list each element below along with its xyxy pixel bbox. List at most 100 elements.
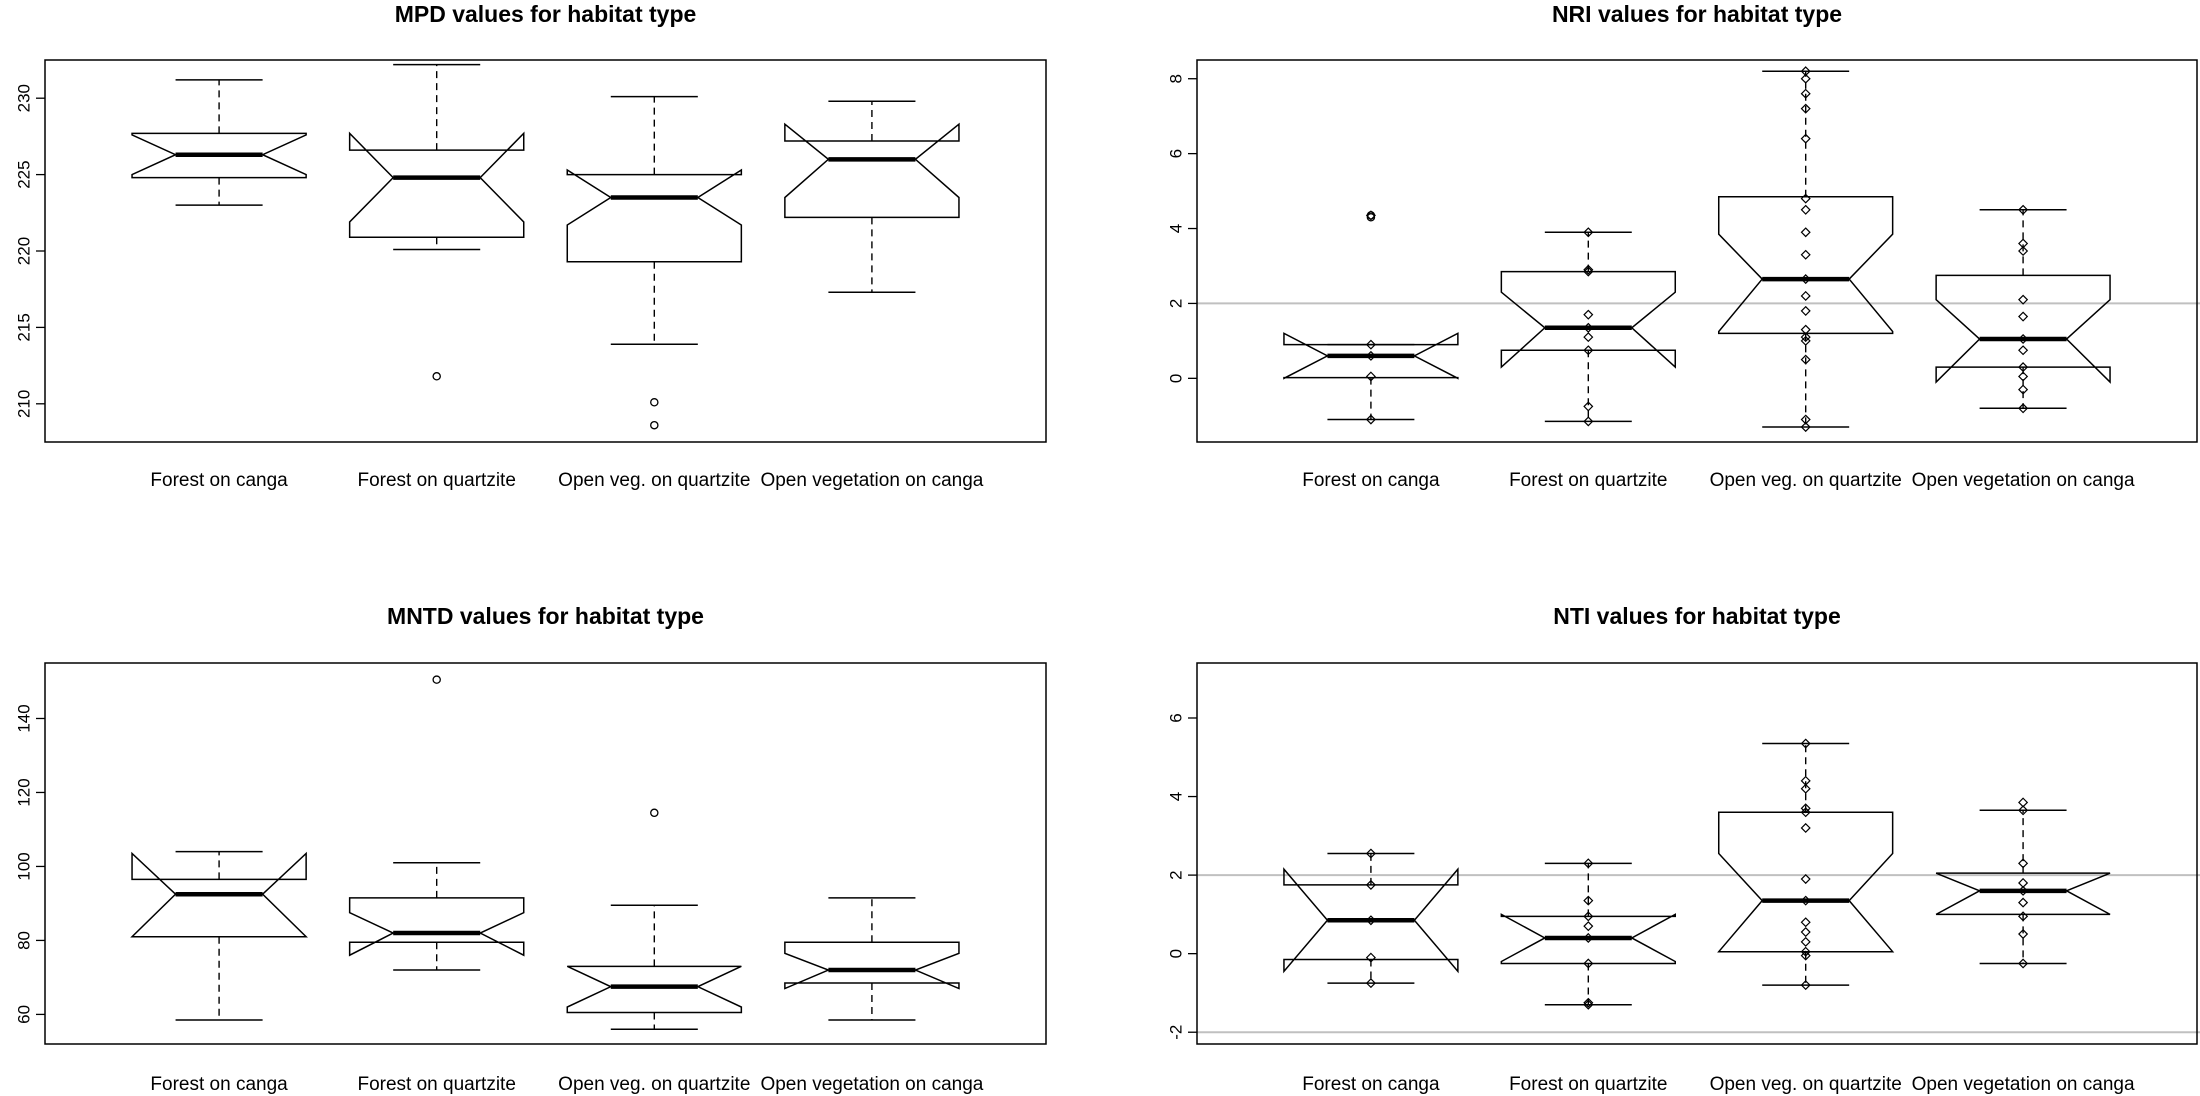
nti-category-label: Forest on canga xyxy=(1302,1074,1440,1095)
mpd-category-label: Forest on canga xyxy=(150,470,288,491)
nri-panel: NRI values for habitat type 0 2 4 6 8 Forest … xyxy=(1166,1,2200,491)
mpd-box xyxy=(784,122,960,219)
mpd-box xyxy=(131,132,307,179)
mntd-y-tick-label: 60 xyxy=(14,1005,33,1024)
nti-y-tick-label: 4 xyxy=(1166,792,1185,801)
nti-data-point xyxy=(2018,958,2029,969)
mntd-outlier-point xyxy=(432,675,441,684)
nti-data-point xyxy=(2018,805,2029,816)
nri-data-point xyxy=(2018,245,2029,257)
nti-data-point xyxy=(1365,879,1376,890)
nti-category-label: Forest on quartzite xyxy=(1509,1074,1667,1095)
mntd-category-label: Forest on quartzite xyxy=(357,1074,515,1095)
nti-data-point xyxy=(2018,797,2029,808)
nti-data-point xyxy=(1800,807,1811,818)
nti-data-point xyxy=(2018,928,2029,940)
mpd-y-tick-label: 210 xyxy=(14,390,33,418)
nti-data-point xyxy=(2018,885,2029,896)
nri-data-point xyxy=(1800,324,1811,335)
nti-data-point xyxy=(1800,950,1811,961)
nti-y-tick-label: 2 xyxy=(1166,870,1185,879)
nri-data-point xyxy=(2018,384,2029,395)
mntd-category-label: Open vegetation on canga xyxy=(760,1074,983,1095)
nri-data-point xyxy=(2018,311,2029,322)
nti-category-label: Open veg. on quartzite xyxy=(1710,1074,1902,1095)
nri-data-point xyxy=(1800,290,1811,301)
nti-y-tick-label: 0 xyxy=(1166,949,1185,958)
nti-data-point xyxy=(1583,921,1594,932)
nri-data-point xyxy=(1800,335,1811,346)
nti-data-point xyxy=(1800,738,1811,749)
nri-data-point xyxy=(1800,204,1811,215)
nri-data-point xyxy=(1365,414,1376,425)
nti-panel: NTI values for habitat type -2 0 2 4 6 Forest… xyxy=(1166,603,2200,1095)
nti-data-point xyxy=(2018,911,2029,922)
nri-data-point xyxy=(1800,66,1811,77)
nti-data-point xyxy=(2018,877,2029,889)
nti-data-point xyxy=(1800,873,1811,885)
nri-data-point xyxy=(2018,333,2029,345)
mpd-outlier-point xyxy=(650,398,659,407)
mntd-plot-frame xyxy=(44,662,1047,1045)
nti-box xyxy=(1500,913,1677,965)
nri-data-point xyxy=(1583,266,1594,277)
nti-data-point xyxy=(1365,952,1376,963)
nri-data-point xyxy=(1800,332,1811,343)
nri-data-point xyxy=(2018,294,2029,305)
mntd-y-tick-label: 140 xyxy=(14,704,33,732)
mpd-y-tick-label: 230 xyxy=(14,84,33,112)
nti-y-tick-label: 6 xyxy=(1166,713,1185,722)
mntd-box xyxy=(348,897,525,957)
nti-box xyxy=(1283,867,1459,974)
nti-data-point xyxy=(1800,783,1811,794)
nti-data-point xyxy=(1583,958,1594,969)
nri-data-point xyxy=(1800,88,1811,99)
nri-data-point xyxy=(1800,133,1811,144)
mpd-outlier-point xyxy=(432,372,441,381)
nri-category-label: Open veg. on quartzite xyxy=(1710,470,1902,491)
nri-y-tick-label: 8 xyxy=(1166,74,1185,83)
nri-data-point xyxy=(1365,350,1376,361)
nti-data-point xyxy=(1583,858,1594,869)
nri-data-point xyxy=(1583,345,1594,356)
mpd-category-label: Open veg. on quartzite xyxy=(558,470,750,491)
mntd-category-label: Open veg. on quartzite xyxy=(558,1074,750,1095)
nri-data-point xyxy=(1583,264,1594,275)
nri-data-point xyxy=(1583,401,1594,412)
mpd-panel-title: MPD values for habitat type xyxy=(395,1,697,27)
mntd-box xyxy=(130,851,308,938)
nri-data-point xyxy=(1583,332,1594,343)
mpd-category-label: Open vegetation on canga xyxy=(760,470,983,491)
mpd-y-tick-label: 225 xyxy=(14,160,33,188)
mntd-category-label: Forest on canga xyxy=(150,1074,288,1095)
mpd-y-tick-label: 215 xyxy=(14,313,33,341)
nti-plot-frame xyxy=(1196,662,2198,1045)
nti-data-point xyxy=(1800,936,1811,947)
nti-data-point xyxy=(1583,997,1594,1008)
nri-box xyxy=(1500,270,1677,369)
nti-data-point xyxy=(1800,917,1811,928)
nti-data-point xyxy=(1583,895,1594,906)
nri-y-tick-label: 2 xyxy=(1166,299,1185,308)
nri-data-point xyxy=(1800,193,1811,204)
nri-outlier-point xyxy=(1366,213,1376,222)
nti-data-point xyxy=(1365,915,1376,926)
mntd-y-tick-label: 80 xyxy=(14,931,33,950)
mpd-box xyxy=(566,168,743,263)
nti-data-point xyxy=(1800,895,1811,906)
nri-data-point xyxy=(2018,362,2029,373)
nri-data-point xyxy=(1583,227,1594,238)
nri-y-tick-label: 6 xyxy=(1166,149,1185,158)
mpd-y-tick-label: 220 xyxy=(14,237,33,265)
mntd-box xyxy=(784,941,960,990)
nri-box xyxy=(1283,332,1459,380)
nri-data-point xyxy=(1800,103,1811,114)
nri-data-point xyxy=(2018,238,2029,249)
nri-box xyxy=(1935,274,2111,384)
nti-data-point xyxy=(2018,897,2029,908)
nti-category-label: Open vegetation on canga xyxy=(1912,1074,2135,1095)
nri-data-point xyxy=(1800,227,1811,238)
nti-data-point xyxy=(1800,980,1811,991)
nri-data-point xyxy=(2018,204,2029,215)
